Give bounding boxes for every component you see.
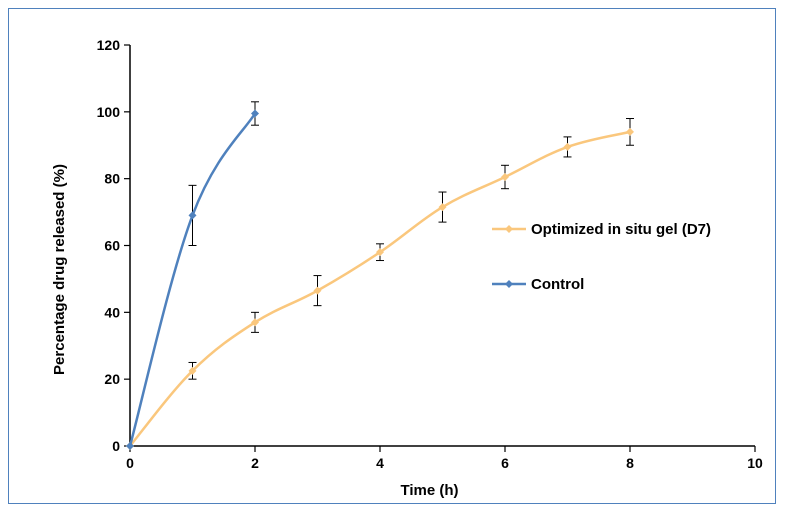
legend-swatch-marker — [505, 225, 513, 233]
data-point — [563, 142, 572, 151]
data-point — [251, 109, 259, 118]
data-point — [376, 248, 384, 257]
data-point — [188, 366, 197, 375]
axes — [124, 44, 756, 452]
data-point — [126, 442, 134, 450]
x-tick-label: 6 — [501, 455, 509, 471]
y-tick-label: 80 — [104, 171, 120, 187]
data-point — [438, 203, 447, 212]
y-tick-label: 40 — [104, 304, 120, 320]
x-tick-label: 2 — [251, 455, 259, 471]
x-tick-label: 0 — [126, 455, 134, 471]
legend-swatch-marker — [505, 280, 513, 288]
x-tick-label: 10 — [747, 455, 763, 471]
legend-item: Control — [492, 276, 584, 293]
x-tick-label: 8 — [626, 455, 634, 471]
legend-label: Optimized in situ gel (D7) — [531, 221, 711, 238]
series-2 — [126, 101, 259, 450]
x-axis-title: Time (h) — [400, 482, 458, 499]
data-point — [501, 172, 509, 181]
data-point — [188, 211, 197, 220]
data-point — [626, 127, 634, 136]
tick-labels: 0 20 40 60 80 100 120 0 2 4 6 8 10 — [97, 37, 763, 471]
data-point — [313, 286, 322, 295]
data-point — [251, 318, 259, 327]
series-layer — [126, 101, 634, 450]
x-tick-label: 4 — [376, 455, 384, 471]
y-tick-label: 20 — [104, 371, 120, 387]
y-tick-label: 120 — [97, 37, 121, 53]
legend: Optimized in situ gel (D7) Control — [492, 221, 711, 293]
series-line — [128, 112, 257, 447]
y-tick-label: 100 — [97, 104, 121, 120]
legend-label: Control — [531, 276, 584, 293]
legend-item: Optimized in situ gel (D7) — [492, 221, 711, 238]
y-axis-title: Percentage drug released (%) — [51, 164, 68, 375]
y-tick-label: 0 — [112, 438, 120, 454]
y-tick-label: 60 — [104, 238, 120, 254]
